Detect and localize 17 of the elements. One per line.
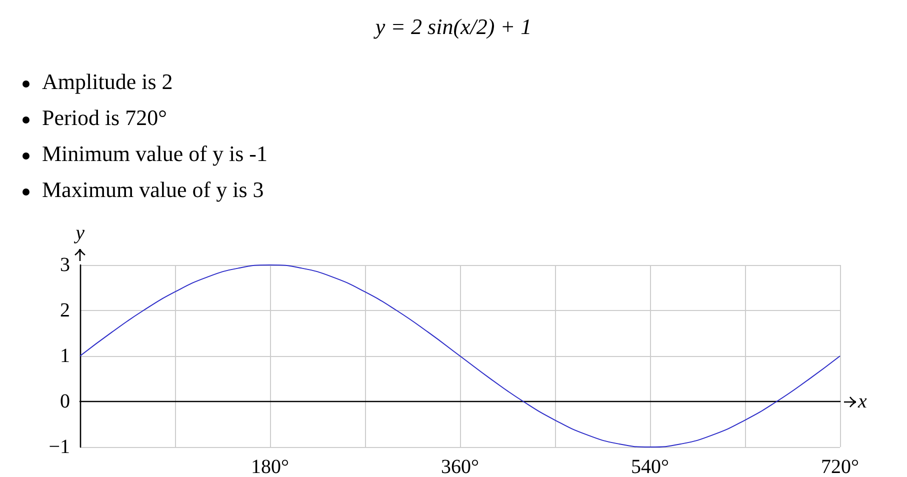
x-tick-label: 360° [441, 456, 479, 477]
text: Minimum value of y is -1 [42, 141, 268, 166]
text: Period is 720° [42, 105, 167, 130]
x-axis-title: x [857, 390, 867, 412]
y-tick-label: 0 [60, 390, 70, 412]
x-tick-label: 180° [251, 456, 289, 477]
y-tick-label: −1 [48, 436, 70, 458]
y-tick-label: 1 [60, 345, 70, 367]
chart-title: y = 2 sin(x/2) + 1 [372, 14, 533, 40]
y-axis-title: y [74, 222, 85, 244]
x-tick-label: 540° [631, 456, 669, 477]
y-tick-label: 2 [60, 300, 70, 322]
x-tick-label: 720° [821, 456, 859, 477]
text: Amplitude is 2 [42, 69, 173, 94]
text: Maximum value of y is 3 [42, 177, 264, 202]
line-series [80, 264, 840, 448]
y-tick-label: 3 [60, 254, 70, 276]
